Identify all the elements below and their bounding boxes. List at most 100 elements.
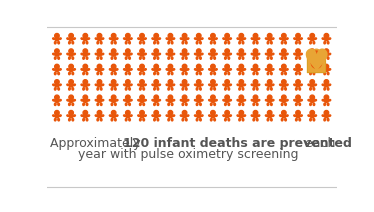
Ellipse shape — [157, 57, 159, 59]
Ellipse shape — [130, 69, 132, 70]
Ellipse shape — [239, 68, 243, 72]
Ellipse shape — [310, 88, 312, 90]
Ellipse shape — [211, 103, 212, 106]
Circle shape — [83, 33, 88, 38]
Ellipse shape — [243, 69, 246, 70]
Ellipse shape — [55, 57, 56, 59]
Ellipse shape — [186, 103, 187, 106]
Ellipse shape — [180, 53, 182, 55]
Circle shape — [211, 95, 215, 100]
Ellipse shape — [243, 53, 246, 55]
Circle shape — [154, 95, 159, 100]
Ellipse shape — [168, 53, 172, 56]
Ellipse shape — [211, 88, 212, 90]
Ellipse shape — [109, 115, 111, 116]
Ellipse shape — [125, 41, 127, 44]
Circle shape — [253, 49, 258, 53]
Circle shape — [239, 95, 243, 100]
Ellipse shape — [68, 119, 70, 121]
Ellipse shape — [53, 69, 55, 70]
Circle shape — [324, 95, 329, 100]
Ellipse shape — [194, 115, 196, 116]
Ellipse shape — [286, 84, 288, 86]
Ellipse shape — [166, 99, 168, 101]
Ellipse shape — [154, 68, 158, 72]
Ellipse shape — [159, 69, 160, 70]
Ellipse shape — [308, 84, 310, 86]
Ellipse shape — [173, 99, 175, 101]
Circle shape — [55, 64, 59, 69]
Ellipse shape — [266, 84, 267, 86]
Ellipse shape — [200, 72, 201, 75]
Ellipse shape — [300, 99, 302, 101]
Ellipse shape — [270, 57, 272, 59]
Circle shape — [324, 49, 329, 53]
Ellipse shape — [282, 114, 286, 118]
Ellipse shape — [327, 119, 329, 121]
Text: 120 infant deaths are prevented: 120 infant deaths are prevented — [123, 137, 352, 150]
Ellipse shape — [237, 69, 239, 70]
Ellipse shape — [270, 119, 272, 121]
Ellipse shape — [299, 103, 301, 106]
Circle shape — [97, 110, 102, 115]
Ellipse shape — [251, 99, 253, 101]
Ellipse shape — [55, 68, 59, 72]
Ellipse shape — [152, 84, 154, 86]
Ellipse shape — [183, 68, 187, 72]
Ellipse shape — [215, 84, 217, 86]
Ellipse shape — [327, 72, 329, 75]
Ellipse shape — [267, 41, 269, 44]
Ellipse shape — [182, 72, 184, 75]
Ellipse shape — [324, 88, 326, 90]
Ellipse shape — [237, 99, 239, 101]
Ellipse shape — [267, 57, 269, 59]
Ellipse shape — [152, 99, 154, 101]
Ellipse shape — [83, 72, 85, 75]
Ellipse shape — [197, 99, 201, 102]
Ellipse shape — [324, 68, 328, 72]
Ellipse shape — [242, 41, 244, 44]
Ellipse shape — [324, 57, 326, 59]
Ellipse shape — [256, 103, 258, 106]
Ellipse shape — [251, 38, 253, 39]
Ellipse shape — [168, 72, 169, 75]
Circle shape — [211, 49, 215, 53]
Ellipse shape — [67, 84, 69, 86]
Ellipse shape — [157, 41, 159, 44]
Ellipse shape — [243, 38, 246, 39]
Circle shape — [267, 64, 272, 69]
Ellipse shape — [228, 88, 230, 90]
Ellipse shape — [111, 119, 113, 121]
Ellipse shape — [214, 88, 215, 90]
Ellipse shape — [69, 68, 73, 72]
Ellipse shape — [68, 72, 70, 75]
Ellipse shape — [225, 119, 226, 121]
Ellipse shape — [266, 99, 267, 101]
Ellipse shape — [67, 53, 69, 55]
Ellipse shape — [299, 72, 301, 75]
Ellipse shape — [194, 53, 196, 55]
Ellipse shape — [310, 41, 312, 44]
Circle shape — [282, 49, 286, 53]
Ellipse shape — [308, 38, 310, 39]
FancyBboxPatch shape — [307, 54, 325, 73]
Ellipse shape — [254, 114, 258, 118]
Ellipse shape — [140, 41, 141, 44]
Circle shape — [154, 110, 159, 115]
Ellipse shape — [116, 69, 118, 70]
Ellipse shape — [324, 41, 326, 44]
Ellipse shape — [253, 119, 255, 121]
Ellipse shape — [143, 103, 144, 106]
Circle shape — [296, 110, 300, 115]
Ellipse shape — [173, 69, 175, 70]
Ellipse shape — [126, 83, 130, 87]
Ellipse shape — [83, 88, 85, 90]
Ellipse shape — [300, 115, 302, 116]
Ellipse shape — [327, 103, 329, 106]
Ellipse shape — [322, 84, 324, 86]
Ellipse shape — [296, 37, 300, 41]
Ellipse shape — [144, 53, 146, 55]
Ellipse shape — [138, 99, 140, 101]
Ellipse shape — [225, 41, 226, 44]
Ellipse shape — [329, 115, 331, 116]
